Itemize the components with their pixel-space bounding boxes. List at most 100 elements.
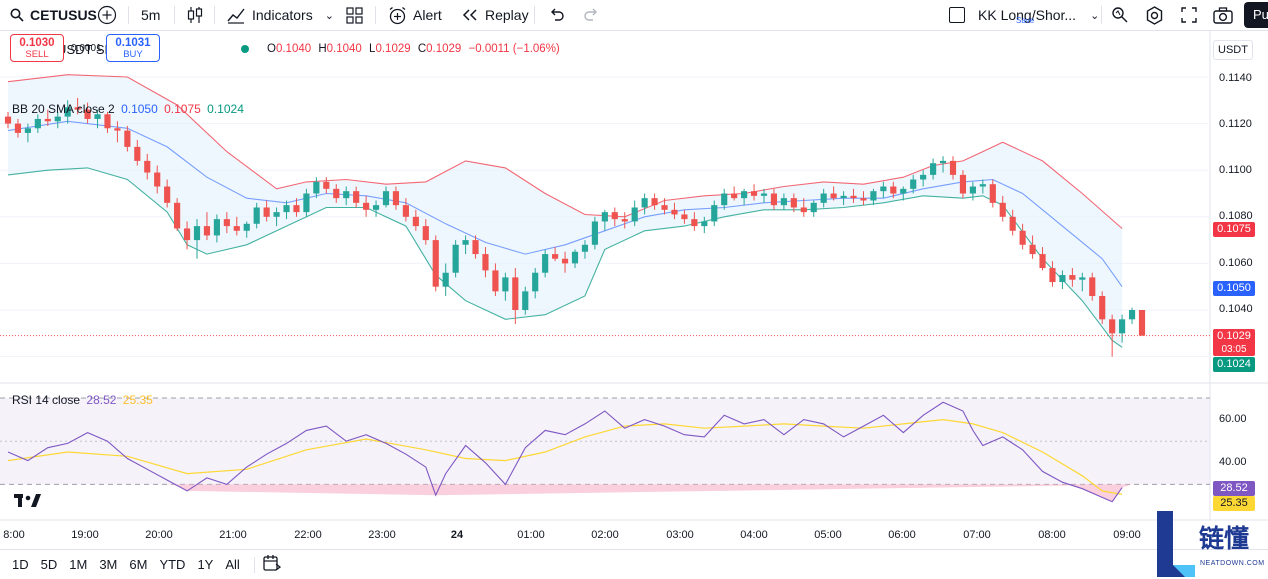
interval-button[interactable]: 5m	[141, 0, 160, 30]
snapshot-button[interactable]	[1213, 0, 1233, 30]
indicators-label: Indicators	[252, 7, 313, 23]
buy-button[interactable]: 0.1031 BUY	[106, 34, 160, 62]
candle	[661, 198, 668, 215]
chart-type-button[interactable]	[186, 0, 204, 30]
fullscreen-button[interactable]	[1181, 0, 1197, 30]
candle	[372, 200, 380, 217]
candle-body	[750, 191, 758, 196]
candle	[532, 268, 539, 299]
range-button-6m[interactable]: 6M	[129, 557, 148, 572]
compare-button[interactable]	[97, 0, 117, 30]
candle	[44, 109, 51, 126]
fullscreen-icon	[1181, 7, 1197, 23]
indicators-icon	[227, 8, 245, 24]
candle	[512, 268, 519, 324]
bar-countdown: 03:05	[1221, 344, 1247, 355]
layout-menu[interactable]: KK Long/Shor... ⌄	[949, 0, 1099, 30]
candle	[124, 125, 131, 152]
price-axis-label: 0.1040	[1219, 303, 1253, 315]
candle-body	[910, 179, 917, 189]
candle-body	[4, 116, 12, 124]
candle	[959, 170, 967, 199]
rewind-icon	[462, 9, 477, 21]
candle	[721, 188, 728, 210]
candle	[303, 188, 310, 217]
chart-canvas[interactable]	[0, 31, 1268, 549]
candle	[830, 186, 837, 201]
range-button-3m[interactable]: 3M	[99, 557, 118, 572]
range-button-all[interactable]: All	[225, 557, 240, 572]
candle-body	[1009, 216, 1016, 231]
range-button-1y[interactable]: 1Y	[197, 557, 214, 572]
search-icon	[10, 8, 24, 22]
candle-body	[333, 188, 340, 199]
publish-button[interactable]: Pu	[1244, 2, 1268, 28]
sell-button[interactable]: 0.1030 SELL	[10, 34, 64, 62]
range-button-ytd[interactable]: YTD	[159, 557, 186, 572]
quick-search-button[interactable]	[1111, 0, 1129, 30]
ohlc-legend: O0.1040 H0.1040 L0.1029 C0.1029 −0.0011 …	[267, 43, 560, 55]
rsi-line	[7, 401, 1123, 503]
time-axis-label: 06:00	[888, 529, 916, 541]
candle-body	[581, 244, 589, 252]
time-axis-label: 07:00	[963, 529, 991, 541]
candle	[969, 181, 976, 201]
indicators-button[interactable]: Indicators ⌄	[227, 0, 334, 30]
candle	[64, 100, 71, 124]
currency-selector[interactable]: USDT	[1213, 40, 1253, 60]
candle	[651, 193, 658, 210]
candle	[621, 212, 628, 229]
redo-button[interactable]	[583, 0, 599, 30]
candle-body	[74, 107, 81, 110]
candle	[84, 102, 91, 124]
time-axis-label: 01:00	[517, 529, 545, 541]
date-range-bar: 1D 5D 1M 3M 6M YTD 1Y All	[0, 549, 1268, 579]
site-watermark: 链懂 NEATDOWN.COM	[1155, 509, 1268, 579]
candle-body	[1059, 275, 1066, 283]
candle-body	[104, 114, 111, 129]
candle-body	[870, 191, 877, 201]
range-button-1m[interactable]: 1M	[69, 557, 88, 572]
candle-body	[472, 240, 479, 255]
candle	[691, 212, 698, 231]
candle	[770, 188, 778, 210]
candle	[860, 191, 867, 206]
bb-legend[interactable]: BB 20 SMA close 2 0.1050 0.1075 0.1024	[12, 102, 244, 116]
candle	[24, 123, 31, 143]
alert-button[interactable]: Alert	[388, 0, 442, 30]
candle-body	[939, 160, 947, 164]
goto-date-button[interactable]	[263, 554, 281, 575]
candle	[104, 111, 111, 133]
candle-body	[54, 116, 61, 122]
settings-button[interactable]	[1145, 0, 1164, 30]
candle-body	[114, 128, 121, 131]
bb-label: BB 20 SMA close 2	[12, 102, 115, 116]
candle-body	[213, 219, 220, 236]
candle	[591, 216, 598, 250]
candle-body	[1039, 254, 1046, 269]
rsi-label: RSI 14 close	[12, 393, 81, 407]
candle-body	[552, 254, 559, 259]
range-button-5d[interactable]: 5D	[40, 557, 58, 572]
templates-button[interactable]	[346, 0, 363, 30]
time-axis-label: 08:00	[1038, 529, 1066, 541]
rsi-legend[interactable]: RSI 14 close 28.52 25.35	[12, 393, 153, 407]
candle	[392, 186, 400, 210]
candle-body	[502, 277, 509, 292]
candle	[144, 153, 151, 180]
bb-basis-value: 0.1050	[121, 102, 158, 116]
bb-lower-value: 0.1024	[207, 102, 244, 116]
candle-body	[1029, 244, 1036, 255]
candle-body	[392, 191, 400, 206]
candle-body	[820, 193, 827, 203]
range-button-1d[interactable]: 1D	[12, 557, 29, 572]
price-axis-label: 0.1120	[1219, 118, 1252, 130]
replay-button[interactable]: Replay	[461, 0, 529, 30]
undo-button[interactable]	[549, 0, 565, 30]
candle	[611, 207, 618, 227]
candle	[223, 212, 230, 234]
candle	[4, 111, 12, 129]
checkbox-icon[interactable]	[949, 7, 965, 23]
candle	[333, 184, 340, 203]
symbol-search[interactable]: CETUSUS	[10, 0, 97, 30]
